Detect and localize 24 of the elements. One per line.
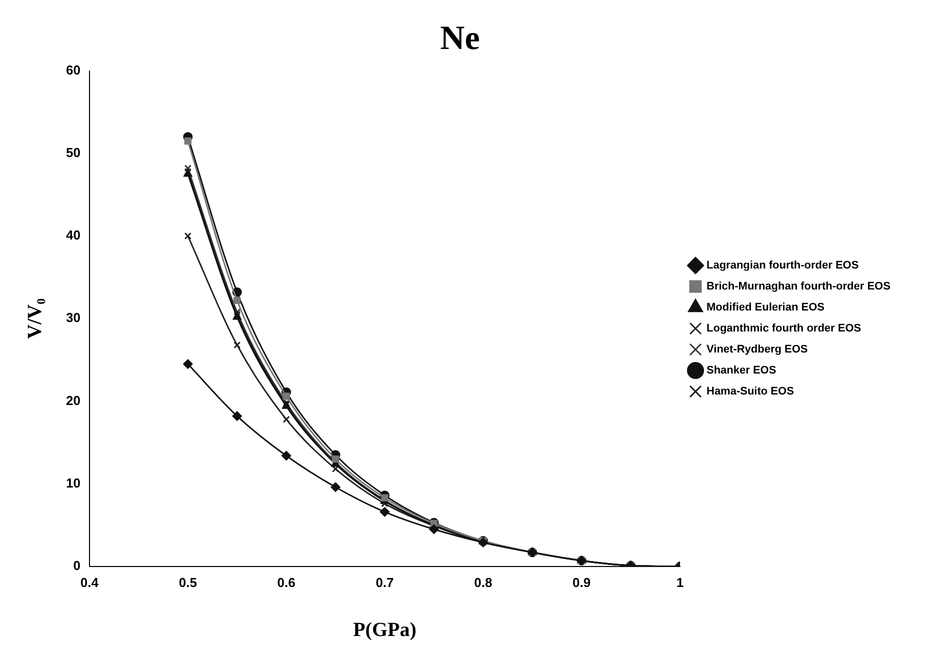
x-tick-label: 0.6 — [277, 574, 296, 590]
x-tick-label: 0.7 — [376, 574, 394, 590]
y-tick-label: 20 — [66, 392, 80, 408]
legend-label: Vinet-Rydberg EOS — [706, 344, 808, 356]
y-tick-label: 30 — [66, 310, 80, 326]
y-tick-label: 50 — [66, 144, 80, 160]
legend-label: Brich-Murnaghan fourth-order EOS — [706, 280, 890, 293]
x-tick-label: 0.4 — [80, 574, 100, 590]
y-tick-label: 0 — [73, 558, 80, 573]
y-tick-label: 10 — [66, 475, 80, 490]
y-tick-label: 60 — [66, 62, 80, 78]
chart-title: Ne — [440, 20, 480, 58]
x-tick-label: 0.9 — [572, 574, 591, 590]
legend-label: Shanker EOS — [706, 364, 776, 377]
y-axis-title: V/V₀ — [24, 298, 46, 339]
x-axis-title: P(GPa) — [353, 619, 416, 642]
x-tick-label: 0.5 — [178, 574, 197, 590]
x-tick-label: 0.8 — [474, 574, 492, 590]
legend-label: Loganthmic fourth order EOS — [706, 322, 862, 335]
legend-label: Hama-Suito EOS — [706, 386, 794, 398]
legend-label: Modified Eulerian EOS — [706, 302, 824, 314]
y-tick-label: 40 — [66, 228, 80, 243]
legend-label: Lagrangian fourth-order EOS — [706, 260, 859, 272]
x-tick-label: 1 — [676, 574, 684, 590]
